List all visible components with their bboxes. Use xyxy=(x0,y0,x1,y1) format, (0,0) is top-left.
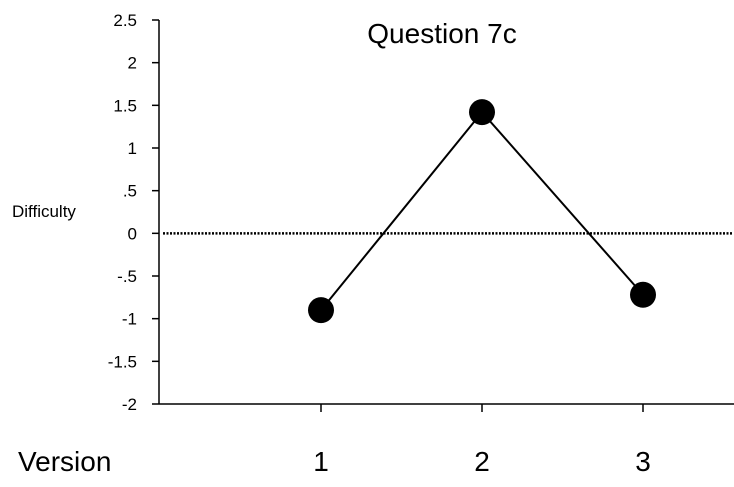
series-line xyxy=(320,110,644,311)
y-tick-label: -1 xyxy=(122,310,137,329)
x-ticks: 1 2 3 xyxy=(313,404,651,477)
y-tick-label: 1 xyxy=(128,139,137,158)
y-tick-label: 1.5 xyxy=(113,96,137,115)
data-point xyxy=(308,297,334,324)
series-layer xyxy=(308,99,656,324)
y-tick-label: -2 xyxy=(122,395,137,414)
y-tick-label: .5 xyxy=(123,182,137,201)
x-tick-label: 2 xyxy=(474,446,490,477)
y-tick-label: 2.5 xyxy=(113,11,137,30)
axes-layer xyxy=(158,20,734,405)
y-ticks: -2 -1.5 -1 -.5 0 .5 1 1.5 2 2.5 xyxy=(108,11,159,414)
y-tick-label: -.5 xyxy=(117,267,137,286)
x-tick-label: 3 xyxy=(635,446,651,477)
y-tick-label: 2 xyxy=(128,54,137,73)
data-point xyxy=(469,99,495,126)
x-axis-label: Version xyxy=(18,446,111,477)
x-tick-label: 1 xyxy=(313,446,329,477)
y-tick-label: 0 xyxy=(128,224,137,243)
y-tick-label: -1.5 xyxy=(108,352,137,371)
data-point xyxy=(630,281,656,308)
y-axis-label: Difficulty xyxy=(12,202,76,221)
chart-title: Question 7c xyxy=(367,18,516,49)
labels-layer: Question 7c Difficulty Version xyxy=(12,18,517,477)
